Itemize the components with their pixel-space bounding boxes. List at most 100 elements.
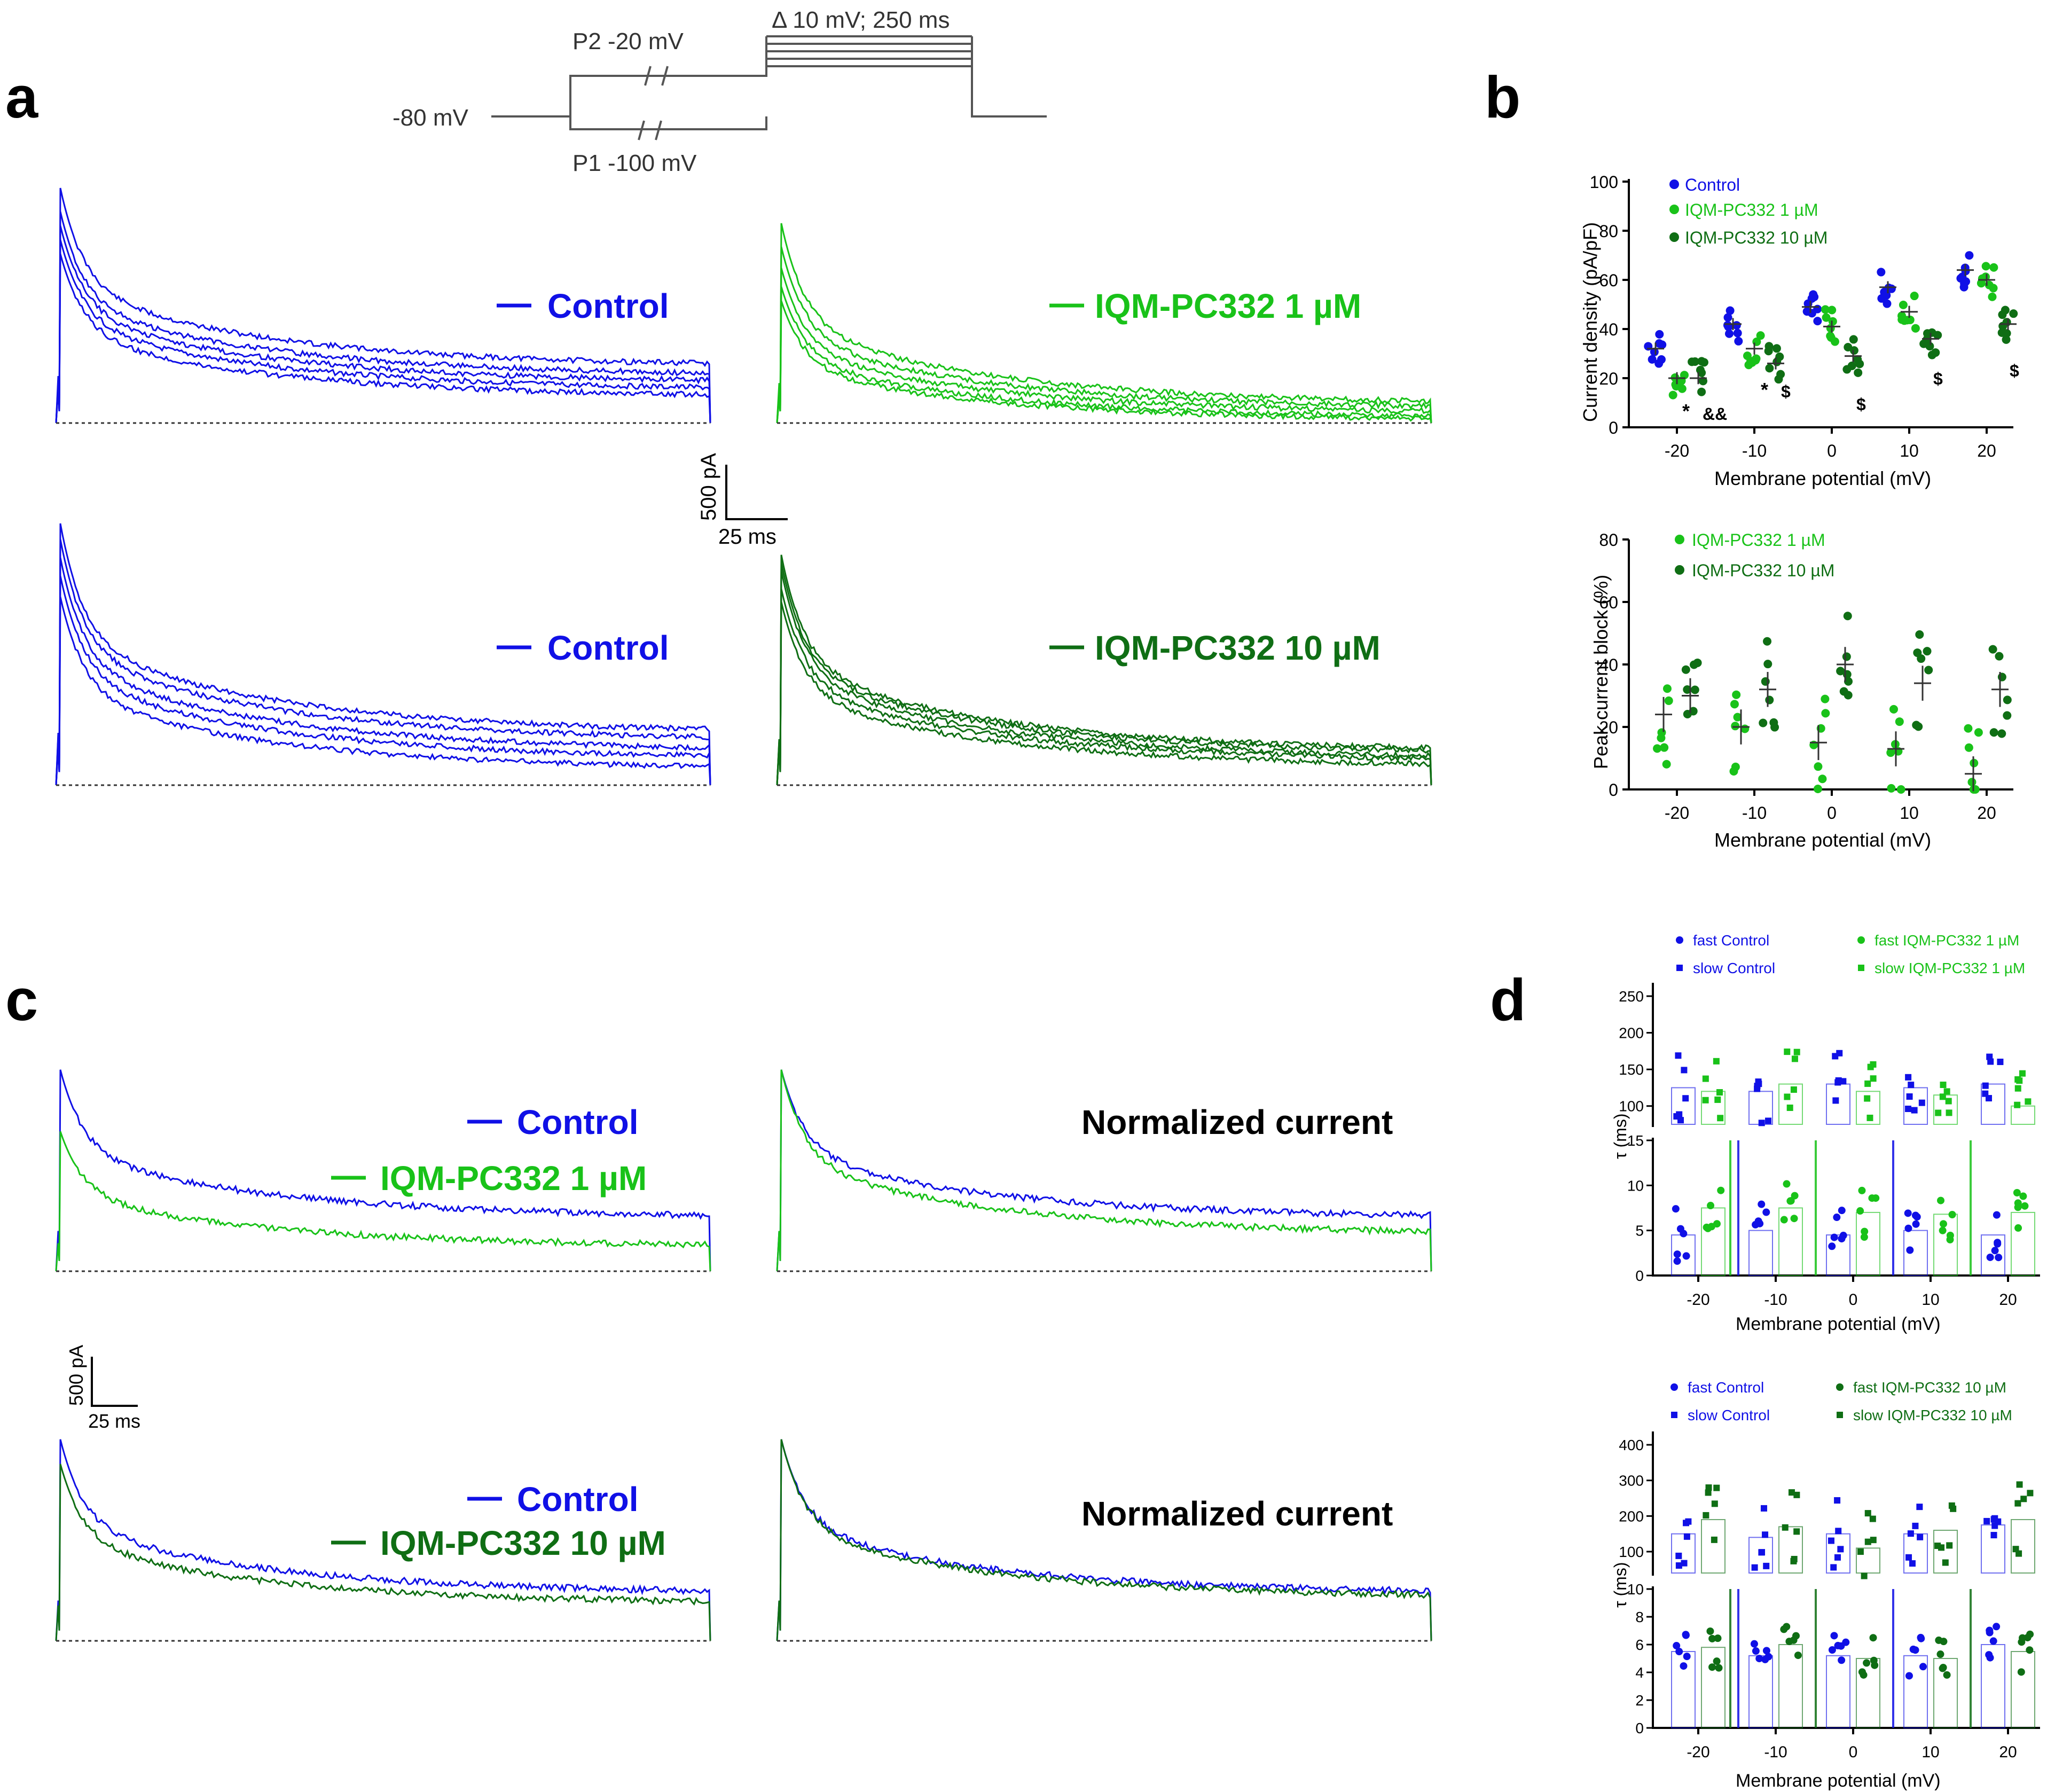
b-top-1-4-point — [1988, 292, 1997, 301]
b-top-2-0-point — [1696, 365, 1705, 374]
point-fast — [1713, 1220, 1721, 1228]
b-bot-0-0-point — [1662, 684, 1672, 693]
point-slow — [2016, 1481, 2023, 1488]
annot-dollar-0: $ — [1856, 395, 1866, 414]
b-bot-0-0-point — [1657, 733, 1666, 742]
point-slow — [1908, 1082, 1915, 1089]
b-top-2-4-point — [2009, 309, 2018, 318]
b-top-1-2-point — [1822, 313, 1831, 322]
b-bot-1-2-point — [1839, 687, 1848, 696]
traces-10uM — [776, 554, 1432, 786]
chart-b-top-legend-marker-1 — [1669, 205, 1679, 214]
traces-1uM — [776, 223, 1432, 424]
legend-10uM: IQM-PC332 10 µM — [1095, 629, 1381, 667]
ytick-label: 200 — [1619, 1508, 1644, 1524]
point-fast — [1863, 1659, 1871, 1667]
point-fast — [2019, 1192, 2027, 1200]
xtick-label: 10 — [1921, 1291, 1939, 1309]
b-bot-1-3-point — [1924, 666, 1933, 675]
xtick-label: -10 — [1742, 803, 1767, 823]
point-fast — [1868, 1194, 1876, 1202]
chart-d-bottom-bars — [1671, 1481, 2035, 1729]
b-bot-1-0-point — [1683, 685, 1692, 694]
b-top-2-2-point — [1849, 335, 1858, 344]
b-bot-1-1-point — [1765, 695, 1774, 705]
point-slow — [1791, 1055, 1798, 1062]
b-bot-0-0-point — [1660, 743, 1669, 752]
b-top-0-1-point — [1723, 313, 1732, 322]
point-slow — [2014, 1500, 2021, 1507]
b-bot-1-2-point — [1844, 677, 1853, 686]
d-top-legend-marker-3 — [1858, 965, 1864, 971]
b-bot-1-4-point — [1988, 645, 1997, 654]
legend-control-bottom: Control — [547, 629, 669, 667]
panel-c-label: c — [5, 967, 38, 1033]
ytick-label: 100 — [1590, 173, 1618, 192]
xtick-label: -10 — [1742, 441, 1767, 460]
b-bot-1-4-point — [1989, 728, 1998, 737]
point-slow — [1990, 1532, 1997, 1539]
trace-control-2 — [55, 225, 711, 424]
point-slow — [1857, 1548, 1864, 1555]
bar-fast — [1701, 1647, 1726, 1728]
point-fast — [1792, 1632, 1800, 1640]
trace-c-control-norm — [776, 1439, 1432, 1641]
point-fast — [1794, 1652, 1802, 1660]
ytick-label: 80 — [1599, 530, 1618, 550]
trace-1uM-0 — [776, 223, 1432, 424]
chart-b-top-legend-2: IQM-PC332 10 µM — [1685, 228, 1828, 247]
ytick-label: 200 — [1619, 1025, 1644, 1042]
point-slow — [1717, 1115, 1724, 1122]
trace-1uM-2 — [776, 268, 1432, 424]
point-slow — [1942, 1559, 1949, 1566]
trace-10uM-2 — [776, 570, 1432, 786]
point-slow — [1793, 1528, 1800, 1535]
point-slow — [1867, 1063, 1874, 1070]
ytick-label: 40 — [1599, 655, 1618, 675]
ytick-label: 10 — [1627, 1581, 1644, 1598]
legend-c-1uM: IQM-PC332 1 µM — [380, 1159, 647, 1198]
bar-fast — [1826, 1655, 1850, 1729]
b-top-2-3-point — [1923, 329, 1932, 338]
point-slow — [1870, 1075, 1877, 1082]
annot-star-m10: * — [1761, 379, 1768, 401]
normalized-label-1: Normalized current — [1081, 1103, 1393, 1141]
bar-fast — [1856, 1211, 1880, 1277]
protocol-hold-label: -80 mV — [393, 105, 468, 131]
trace-c-1uM — [55, 1131, 711, 1272]
d-bottom-legend-marker-0 — [1670, 1383, 1678, 1391]
chart-b-bottom-legend-marker-0 — [1675, 535, 1684, 544]
point-fast — [1828, 1242, 1836, 1250]
chart-d-bottom-xlabel: Membrane potential (mV) — [1736, 1771, 1941, 1791]
b-bot-1-4-point — [2003, 711, 2012, 720]
point-fast — [1993, 1211, 2001, 1219]
voltage-protocol — [491, 35, 1047, 140]
point-slow — [2020, 1496, 2027, 1503]
b-bot-1-2-point — [1836, 667, 1845, 676]
b-top-0-1-point — [1723, 320, 1732, 330]
b-top-1-3-point — [1910, 292, 1919, 301]
point-slow — [1995, 1518, 2002, 1525]
b-top-2-2-point — [1844, 342, 1853, 351]
point-slow — [1918, 1099, 1925, 1106]
protocol-p2-label: P2 -20 mV — [572, 28, 684, 54]
point-slow — [1982, 1082, 1989, 1089]
d-top-legend-1: slow Control — [1693, 960, 1775, 976]
ytick-label: 150 — [1619, 1061, 1644, 1078]
bar-slow — [1748, 1537, 1773, 1574]
b-bot-0-1-point — [1733, 713, 1742, 722]
b-top-0-3-point — [1883, 299, 1892, 308]
point-slow — [1793, 1491, 1800, 1498]
b-top-2-4-point — [2002, 318, 2011, 327]
annot-star-m20: * — [1682, 400, 1690, 422]
point-slow — [1790, 1086, 1797, 1093]
trace-control-2 — [55, 557, 711, 786]
b-top-1-4-point — [1989, 263, 1998, 272]
point-fast — [1939, 1226, 1947, 1234]
point-slow — [1864, 1080, 1871, 1087]
point-slow — [1987, 1058, 1994, 1065]
b-top-0-0-point — [1655, 330, 1664, 339]
point-fast — [1870, 1656, 1878, 1664]
bar-slow — [1856, 1091, 1880, 1125]
point-fast — [1834, 1641, 1842, 1649]
